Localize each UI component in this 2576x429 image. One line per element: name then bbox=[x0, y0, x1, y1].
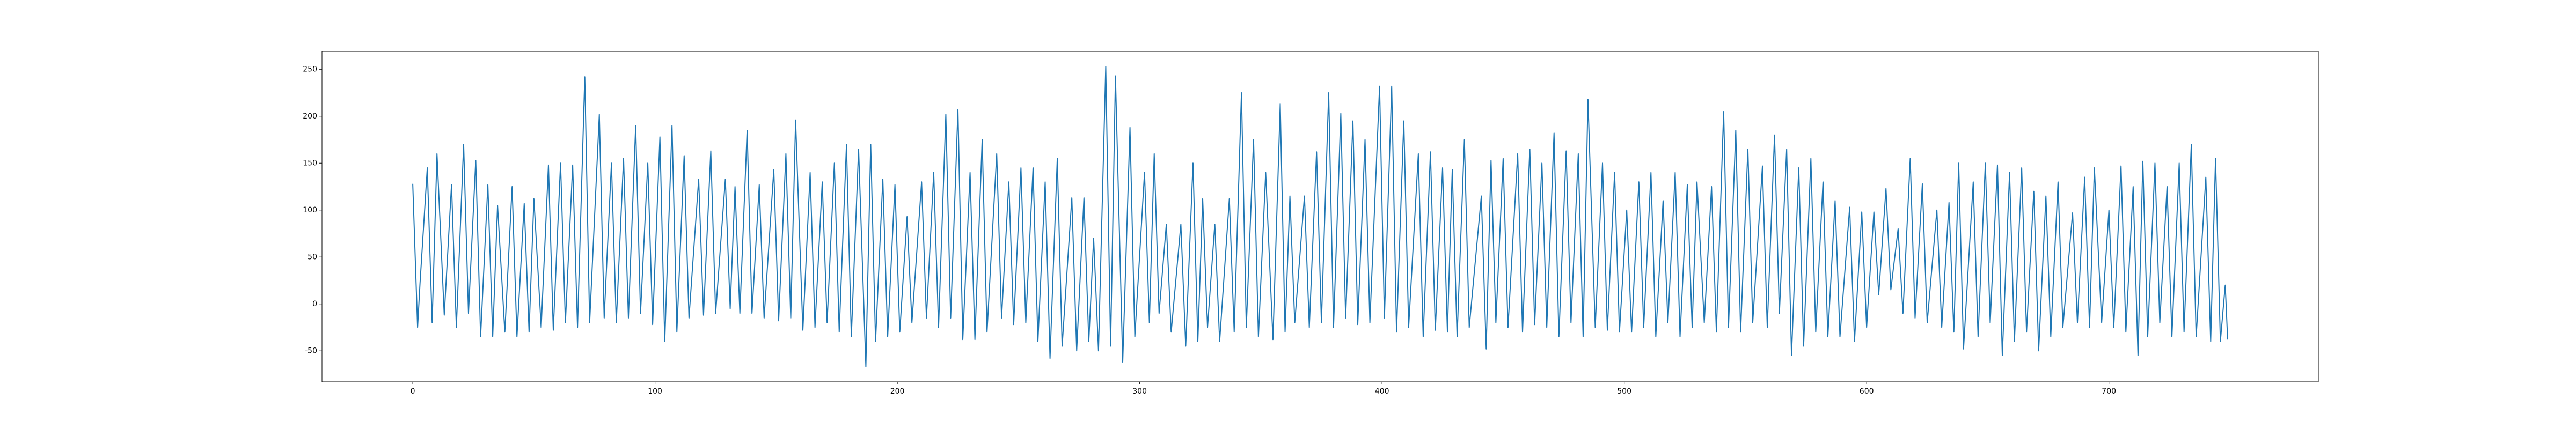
y-tick-label: 250 bbox=[303, 65, 317, 73]
y-tick-label: -50 bbox=[305, 346, 317, 355]
y-tick-label: 100 bbox=[303, 206, 317, 214]
x-tick-label: 700 bbox=[2102, 387, 2116, 396]
x-tick-label: 600 bbox=[1860, 387, 1874, 396]
x-tick-label: 200 bbox=[890, 387, 905, 396]
x-tick-label: 400 bbox=[1375, 387, 1389, 396]
y-tick-label: 150 bbox=[303, 159, 317, 167]
plot-frame bbox=[321, 51, 2319, 382]
data-line bbox=[412, 66, 2228, 367]
x-tick-label: 500 bbox=[1617, 387, 1631, 396]
y-tick-label: 0 bbox=[312, 300, 317, 308]
x-tick-label: 100 bbox=[648, 387, 662, 396]
y-tick-label: 50 bbox=[308, 253, 317, 261]
x-tick-label: 0 bbox=[411, 387, 415, 396]
y-tick-label: 200 bbox=[303, 112, 317, 121]
x-tick-label: 300 bbox=[1132, 387, 1147, 396]
